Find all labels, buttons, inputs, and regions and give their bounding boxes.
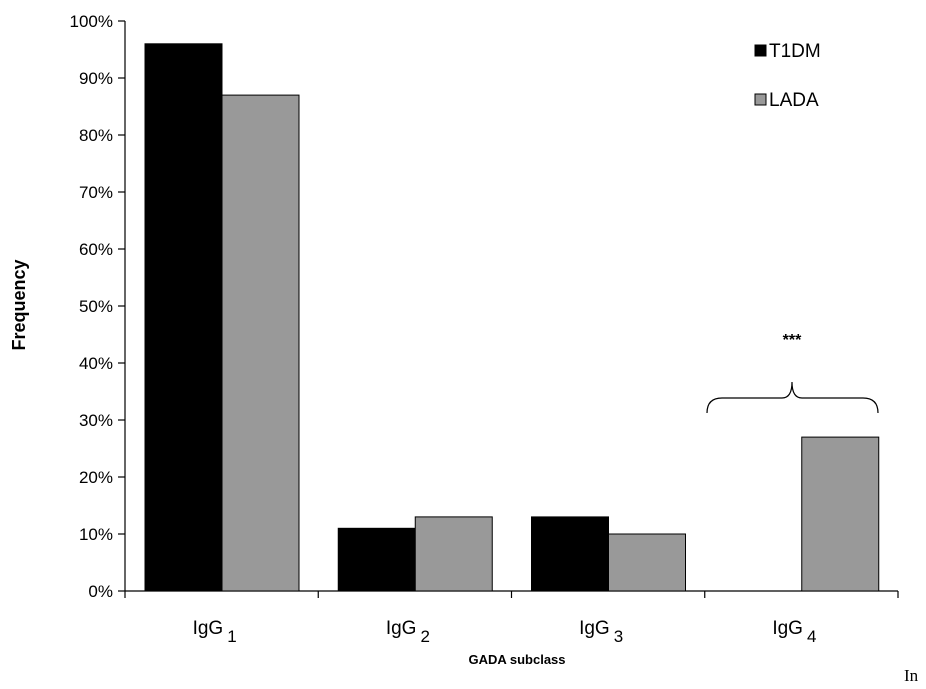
significance-stars: *** <box>783 332 802 349</box>
y-axis: 0% 10% 20% 30% 40% 50% 60% 70% 80% 90% 100% <box>70 12 126 601</box>
legend-label-lada: LADA <box>769 90 819 111</box>
legend-swatch-lada <box>754 93 767 106</box>
x-tick-label: IgG 4 <box>772 618 816 646</box>
significance-brace <box>706 381 879 414</box>
y-axis-title: Frequency <box>9 259 29 350</box>
trailing-text: In <box>904 666 919 685</box>
legend-label-t1dm: T1DM <box>769 41 821 62</box>
y-tick-label: 30% <box>79 411 113 430</box>
y-tick-label: 40% <box>79 354 113 373</box>
bar-t1dm-2 <box>337 527 416 592</box>
x-axis: IgG 1 IgG 2 IgG 3 IgG 4 <box>124 590 899 646</box>
y-tick-label: 0% <box>88 582 113 601</box>
bar-t1dm-1 <box>144 43 223 592</box>
y-tick-label: 60% <box>79 240 113 259</box>
bar-lada-4 <box>801 436 880 592</box>
x-tick-label: IgG 3 <box>579 618 623 646</box>
bars <box>144 43 880 592</box>
y-tick-label: 90% <box>79 69 113 88</box>
x-tick-label: IgG 1 <box>193 618 237 646</box>
bar-t1dm-3 <box>531 516 609 592</box>
y-tick-label: 20% <box>79 468 113 487</box>
y-tick-label: 10% <box>79 525 113 544</box>
bar-lada-1 <box>221 94 300 592</box>
x-axis-title: GADA subclass <box>468 652 565 667</box>
bar-lada-2 <box>414 516 493 592</box>
y-tick-label: 100% <box>70 12 113 31</box>
bar-lada-3 <box>608 533 686 592</box>
y-tick-label: 70% <box>79 183 113 202</box>
legend-swatch-t1dm <box>754 44 767 57</box>
significance-annotation: *** <box>706 332 879 414</box>
legend: T1DM LADA <box>754 41 821 111</box>
x-tick-label: IgG 2 <box>386 618 430 646</box>
y-tick-label: 80% <box>79 126 113 145</box>
y-tick-label: 50% <box>79 297 113 316</box>
